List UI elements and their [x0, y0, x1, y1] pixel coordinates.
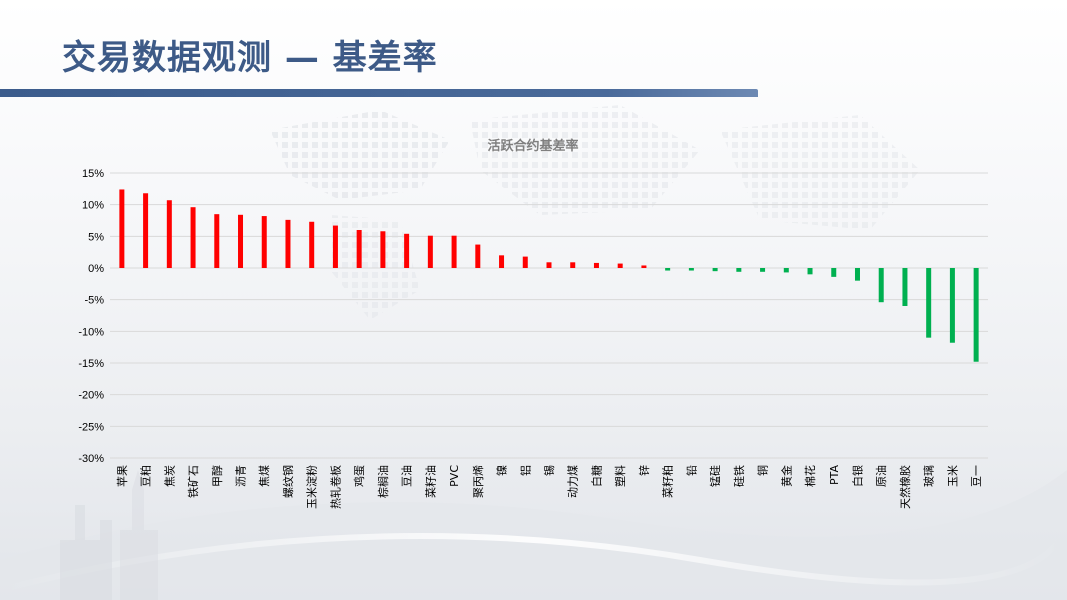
x-category-label: 锌	[637, 465, 651, 476]
x-category-label: 热轧卷板	[328, 465, 342, 509]
title-underline-bar	[0, 89, 758, 97]
x-category-label: 白银	[850, 465, 864, 487]
x-category-label: 棉花	[803, 465, 817, 487]
x-category-label: 镍	[495, 465, 509, 476]
x-category-label: 焦炭	[163, 465, 176, 487]
x-category-label: PTA	[828, 465, 841, 485]
y-tick-label: -5%	[84, 295, 104, 307]
x-category-label: PVC	[448, 465, 461, 487]
x-category-label: 铅	[684, 465, 698, 476]
y-axis-tick-labels: 15% 10% 5% 0% -5% -10% -15% -20% -25% -30%	[78, 168, 104, 465]
bar-18	[522, 256, 528, 268]
x-category-label: 苹果	[115, 465, 129, 487]
bar-8	[285, 219, 291, 268]
x-category-label: 焦煤	[258, 465, 271, 487]
bar-36	[949, 268, 955, 343]
x-category-label: 豆一	[970, 465, 983, 487]
bar-26	[712, 268, 718, 272]
x-category-label: 铁矿石	[187, 465, 200, 498]
x-category-label: 玉米淀粉	[305, 465, 319, 509]
bar-7	[261, 216, 267, 268]
bar-24	[665, 268, 671, 271]
y-tick-label: 0%	[88, 263, 104, 275]
bar-14	[427, 235, 433, 268]
bar-21	[593, 262, 599, 268]
x-category-label: 沥青	[235, 465, 248, 487]
bar-15	[451, 235, 457, 268]
bar-32	[854, 268, 860, 281]
bar-10	[332, 225, 338, 268]
bar-25	[688, 268, 694, 271]
x-category-label: 豆粕	[139, 465, 153, 487]
x-category-label: 菜籽油	[423, 465, 437, 498]
bars	[119, 189, 979, 362]
x-category-label: 豆油	[400, 465, 414, 487]
x-category-label: 白糖	[589, 465, 603, 487]
bar-2	[143, 193, 149, 268]
bar-31	[831, 268, 837, 277]
x-category-label: 棕榈油	[376, 465, 390, 498]
bar-37	[973, 268, 979, 362]
x-axis-category-labels: 苹果 豆粕 焦炭 铁矿石 甲醇 沥青 焦煤 螺纹钢 玉米淀粉 热轧卷板 鸡蛋 棕榈油 豆油 菜籽油 PVC 聚…	[115, 465, 983, 509]
bar-4	[190, 207, 196, 268]
bar-19	[546, 262, 552, 268]
bar-5	[214, 214, 220, 268]
y-tick-label: -15%	[78, 358, 104, 370]
x-category-label: 硅铁	[733, 465, 746, 487]
y-tick-label: 15%	[82, 168, 104, 180]
x-category-label: 菜籽粕	[661, 465, 675, 498]
y-tick-label: 10%	[82, 200, 104, 212]
bar-35	[926, 268, 932, 338]
bar-16	[475, 244, 481, 268]
bar-34	[902, 268, 908, 306]
slide-title: 交易数据观测 — 基差率	[62, 38, 438, 78]
y-tick-label: -25%	[78, 421, 104, 433]
x-category-label: 动力煤	[567, 465, 580, 498]
bar-23	[641, 265, 647, 268]
x-category-label: 原油	[874, 465, 888, 487]
bar-27	[736, 268, 742, 272]
bar-13	[404, 233, 410, 268]
x-category-label: 锰硅	[708, 465, 722, 487]
bar-12	[380, 231, 386, 268]
x-category-label: 铝	[518, 465, 532, 476]
x-category-label: 螺纹钢	[281, 465, 295, 498]
y-tick-label: 5%	[88, 231, 104, 243]
bar-11	[356, 230, 362, 268]
x-category-label: 玻璃	[922, 465, 936, 487]
bar-30	[807, 268, 813, 275]
bar-28	[760, 268, 766, 272]
bar-9	[309, 221, 315, 268]
chart-title: 活跃合约基差率	[487, 138, 578, 153]
x-category-label: 塑料	[613, 465, 627, 487]
bar-33	[878, 268, 884, 303]
y-tick-label: -10%	[78, 326, 104, 338]
x-category-label: 铜	[756, 465, 770, 476]
x-category-label: 甲醇	[210, 465, 224, 487]
bar-6	[238, 214, 244, 268]
bar-17	[499, 255, 505, 268]
x-category-label: 聚丙烯	[472, 465, 485, 498]
bar-29	[783, 268, 789, 273]
bar-22	[617, 263, 623, 268]
bar-20	[570, 262, 576, 268]
bar-3	[166, 200, 172, 268]
x-category-label: 鸡蛋	[352, 465, 366, 487]
x-category-label: 黄金	[779, 465, 793, 487]
bar-1	[119, 189, 125, 268]
x-category-label: 锡	[542, 465, 556, 476]
y-tick-label: -30%	[78, 453, 104, 465]
x-category-label: 玉米	[946, 465, 959, 487]
y-tick-label: -20%	[78, 390, 104, 402]
x-category-label: 天然橡胶	[898, 465, 912, 509]
